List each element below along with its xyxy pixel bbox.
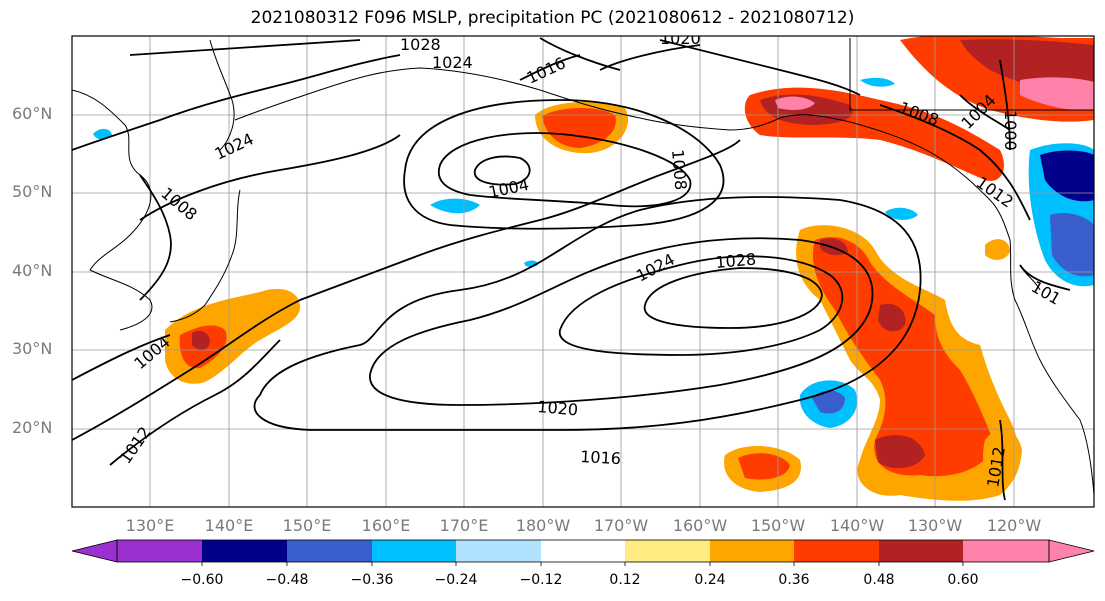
colorbar-bin (117, 540, 202, 562)
isobar-label: 1012 (116, 423, 155, 467)
colorbar-bin (879, 540, 963, 562)
lat-label: 40°N (12, 261, 53, 280)
colorbar-bin (963, 540, 1049, 562)
colorbar-bin (794, 540, 879, 562)
map-frame (71, 35, 1095, 508)
lon-label: 130°W (907, 516, 963, 535)
lon-label: 150°W (750, 516, 806, 535)
isobar-label: 1028 (715, 250, 757, 272)
isobar-label: 1008 (668, 149, 690, 191)
isobar-label: 1016 (524, 53, 569, 87)
isobar-label: 1020 (660, 29, 701, 48)
colorbar-bin (456, 540, 541, 562)
isobar-label: 1016 (580, 447, 622, 468)
colorbar-extend-low (71, 539, 118, 563)
precip-positive (165, 36, 1094, 501)
colorbar-tick: 0.48 (863, 572, 895, 588)
lon-label: 140°E (204, 516, 254, 535)
isobar-label: 1020 (537, 397, 579, 419)
lon-label: 140°W (829, 516, 885, 535)
colorbar (71, 539, 1095, 566)
lon-label: 180°W (515, 516, 571, 535)
colorbar-bin (625, 540, 710, 562)
lon-label: 150°E (282, 516, 332, 535)
lat-label: 60°N (12, 104, 53, 123)
colorbar-tick: 0.60 (947, 572, 979, 588)
isobar-label: 1028 (400, 35, 441, 54)
lon-label: 130°E (125, 516, 175, 535)
colorbar-tick: −0.48 (265, 572, 309, 588)
colorbar-extend-high (1048, 539, 1095, 563)
lat-label: 20°N (12, 418, 53, 437)
colorbar-bin (287, 540, 372, 562)
lon-label: 170°W (593, 516, 649, 535)
lon-label: 120°W (986, 516, 1042, 535)
coastlines (72, 38, 1094, 496)
isobar-label: 1004 (487, 175, 531, 202)
precip-negative (93, 77, 1094, 428)
lat-label: 50°N (12, 182, 53, 201)
colorbar-tick: −0.24 (434, 572, 478, 588)
lon-label: 160°W (672, 516, 728, 535)
colorbar-tick: 0.36 (778, 572, 810, 588)
isobar-label: 1024 (212, 129, 257, 163)
lat-label: 30°N (12, 339, 53, 358)
colorbar-tick: 0.12 (609, 572, 641, 588)
colorbar-tick: 0.24 (694, 572, 726, 588)
isobar-label: 1008 (157, 184, 200, 225)
colorbar-tick: −0.36 (350, 572, 394, 588)
colorbar-tick: −0.60 (180, 572, 224, 588)
isobar-label: 1024 (633, 250, 678, 286)
colorbar-bin (541, 540, 625, 562)
lon-label: 170°E (439, 516, 489, 535)
isobars (72, 37, 1071, 501)
map-content: 1028 1024 1020 1016 1004 1008 1024 1008 … (72, 29, 1094, 507)
colorbar-tick: −0.12 (519, 572, 563, 588)
colorbar-bin (710, 540, 794, 562)
isobar-label: 1024 (432, 53, 473, 72)
colorbar-bin (202, 540, 287, 562)
isobar-label: 1000 (1001, 110, 1020, 151)
colorbar-bin (372, 540, 456, 562)
map-title: 2021080312 F096 MSLP, precipitation PC (… (250, 8, 855, 28)
lon-label: 160°E (361, 516, 411, 535)
